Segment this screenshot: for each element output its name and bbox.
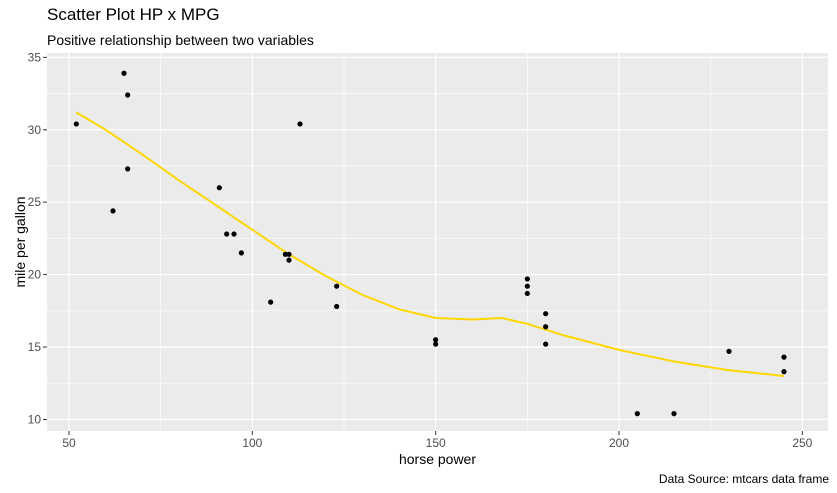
smooth-line-layer xyxy=(75,111,785,377)
data-point xyxy=(524,283,530,289)
y-tick-label: 20 xyxy=(28,268,42,282)
plot-panel xyxy=(47,53,828,431)
data-point xyxy=(726,348,732,354)
data-point xyxy=(781,369,787,375)
y-tick-label: 35 xyxy=(28,50,42,64)
data-point xyxy=(543,324,549,330)
data-point xyxy=(110,208,116,214)
smooth-trend-line xyxy=(75,111,785,377)
data-point xyxy=(125,92,131,98)
x-axis-ticks: 50 100 150 200 250 xyxy=(62,431,813,450)
data-point xyxy=(121,70,127,76)
data-point xyxy=(268,299,274,305)
x-tick-label: 250 xyxy=(792,436,812,450)
y-tick-label: 25 xyxy=(28,195,42,209)
x-tick-label: 200 xyxy=(609,436,629,450)
data-point xyxy=(231,231,237,237)
data-point xyxy=(286,251,292,257)
x-tick-label: 150 xyxy=(426,436,446,450)
x-tick-label: 100 xyxy=(242,436,262,450)
grid-lines xyxy=(47,53,828,431)
y-tick-label: 15 xyxy=(28,340,42,354)
points-layer xyxy=(73,70,787,417)
chart-subtitle: Positive relationship between two variab… xyxy=(47,32,314,48)
chart-caption: Data Source: mtcars data frame xyxy=(658,472,829,486)
data-point xyxy=(524,276,530,282)
data-point xyxy=(671,411,677,417)
data-point xyxy=(634,411,640,417)
data-point xyxy=(781,354,787,360)
y-tick-label: 30 xyxy=(28,123,42,137)
data-point xyxy=(282,251,288,257)
data-point xyxy=(334,303,340,310)
data-point xyxy=(543,341,549,347)
chart-title: Scatter Plot HP x MPG xyxy=(47,5,220,24)
data-point xyxy=(216,185,222,191)
y-tick-label: 10 xyxy=(28,412,42,426)
data-point xyxy=(524,290,530,297)
y-axis-label: mile per gallon xyxy=(12,196,28,287)
data-point xyxy=(238,250,244,256)
data-point xyxy=(224,231,230,237)
x-axis-label: horse power xyxy=(399,451,476,467)
data-point xyxy=(286,257,292,263)
y-axis-ticks: 10 15 20 25 30 35 xyxy=(28,50,47,426)
data-point xyxy=(433,337,439,343)
data-point xyxy=(543,311,549,317)
data-point xyxy=(125,166,131,172)
data-point xyxy=(334,283,340,289)
data-point xyxy=(73,121,79,127)
data-point xyxy=(297,121,303,127)
x-tick-label: 50 xyxy=(62,436,76,450)
data-point xyxy=(433,341,439,347)
